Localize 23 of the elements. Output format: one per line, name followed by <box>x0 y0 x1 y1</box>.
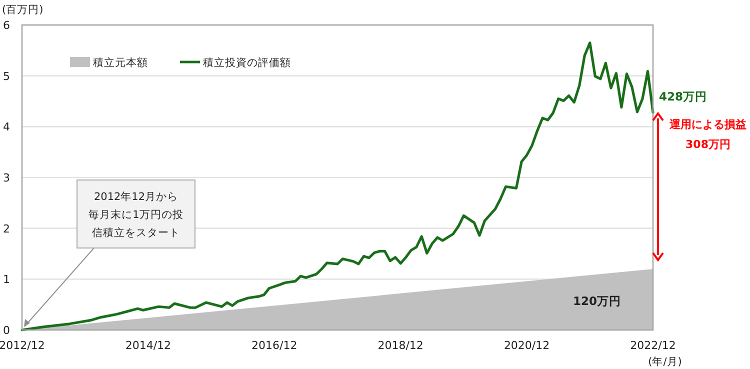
x-tick-label: 2022/12 <box>630 339 676 352</box>
y-axis-title: (百万円) <box>2 4 44 16</box>
text: 運用による損益 <box>668 118 746 131</box>
y-tick-label: 2 <box>3 222 10 236</box>
y-tick-label: 5 <box>3 70 10 83</box>
y-tick-label: 0 <box>3 324 10 337</box>
x-tick-label: 2014/12 <box>125 339 172 352</box>
x-axis-title: (年/月) <box>648 356 682 368</box>
legend-label: 積立元本額 <box>93 56 148 69</box>
x-tick-label: 2016/12 <box>252 339 298 352</box>
x-tick-label: 2012/12 <box>0 339 45 352</box>
annotation: 2012年12月から毎月末に1万円の投信積立をスタート <box>88 191 184 239</box>
x-tick-label: 2018/12 <box>378 339 424 352</box>
y-tick-label: 1 <box>3 273 10 286</box>
legend-label: 積立投資の評価額 <box>203 56 291 69</box>
y-tick-label: 6 <box>3 19 10 32</box>
y-tick-label: 4 <box>3 120 10 134</box>
annotation: 120万円 <box>572 294 622 308</box>
annotation: 428万円 <box>659 89 708 104</box>
y-tick-label: 3 <box>3 172 10 184</box>
text: 308万円 <box>686 138 730 151</box>
x-tick-label: 2020/12 <box>504 339 550 352</box>
line-series <box>20 41 654 332</box>
